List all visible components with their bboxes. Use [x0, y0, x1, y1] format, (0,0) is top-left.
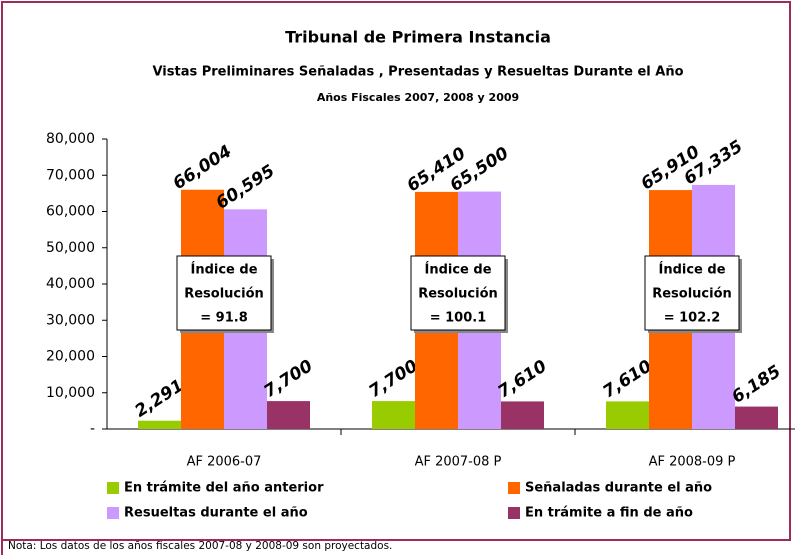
annotation-text: Resolución	[652, 287, 732, 302]
legend-swatch	[508, 507, 520, 519]
chart-title: Tribunal de Primera Instancia	[285, 28, 551, 47]
annotation-text: = 100.1	[430, 311, 487, 326]
annotation-text: = 102.2	[664, 311, 721, 326]
x-tick-label: AF 2008-09 P	[649, 455, 736, 470]
legend-label: Resueltas durante el año	[124, 506, 308, 521]
annotation-text: Resolución	[184, 287, 264, 302]
annotation-text: Índice de	[658, 262, 725, 278]
chart-subtitle: Vistas Preliminares Señaladas , Presenta…	[152, 65, 683, 80]
bar	[735, 406, 778, 429]
note: Nota: Los datos de los años fiscales 200…	[8, 540, 392, 552]
y-tick-label: 60,000	[46, 204, 95, 220]
bar	[138, 420, 181, 429]
annotation: Índice de Resolución = 91.8	[176, 255, 274, 333]
legend-label: Señaladas durante el año	[525, 481, 712, 496]
y-tick-label: 20,000	[46, 349, 95, 365]
annotation: Índice de Resolución = 100.1	[410, 255, 508, 333]
x-tick-label: AF 2007-08 P	[415, 455, 502, 470]
bar	[372, 401, 415, 429]
y-tick-label: 40,000	[46, 276, 95, 292]
legend-label: En trámite a fin de año	[525, 506, 693, 521]
bar	[501, 401, 544, 429]
annotation-box	[644, 255, 740, 331]
x-tick-label: AF 2006-07	[187, 455, 262, 470]
annotation-text: = 91.8	[200, 311, 248, 326]
legend-swatch	[508, 482, 520, 494]
y-tick-label: 30,000	[46, 312, 95, 328]
annotation-box	[176, 255, 272, 331]
annotation-text: Índice de	[190, 262, 257, 278]
annotation-text: Resolución	[418, 287, 498, 302]
legend-swatch	[107, 482, 119, 494]
annotation-box	[410, 255, 506, 331]
annotation-text: Índice de	[424, 262, 491, 278]
y-tick-label: 10,000	[46, 385, 95, 401]
annotation: Índice de Resolución = 102.2	[644, 255, 742, 333]
bar	[606, 401, 649, 429]
y-tick-label: 80,000	[46, 131, 95, 147]
y-tick-label: -	[90, 421, 95, 437]
y-tick-label: 50,000	[46, 240, 95, 256]
chart-subtitle2: Años Fiscales 2007, 2008 y 2009	[317, 91, 519, 104]
y-tick-label: 70,000	[46, 167, 95, 183]
bar	[267, 401, 310, 429]
legend-label: En trámite del año anterior	[124, 481, 324, 496]
legend-swatch	[107, 507, 119, 519]
